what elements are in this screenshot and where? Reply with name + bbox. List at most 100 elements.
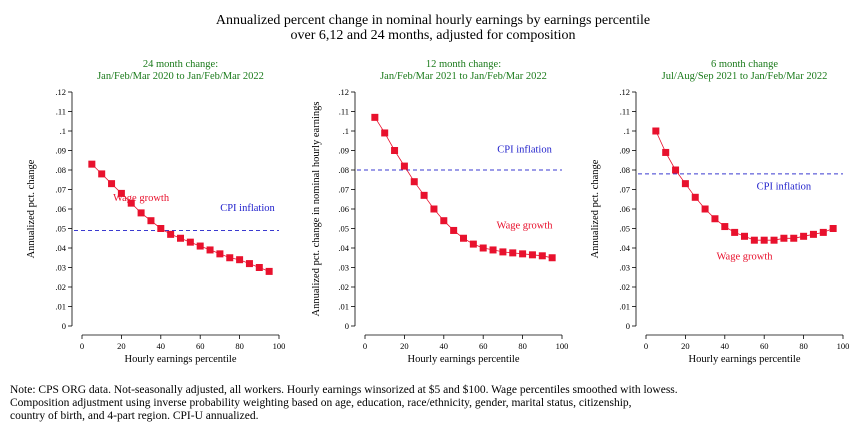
wage-growth-point (137, 209, 145, 217)
panel-title-line-1: 12 month change: (426, 59, 501, 70)
wage-growth-point (410, 178, 418, 186)
y-tick-label: .12 (338, 87, 349, 97)
wage-growth-point (750, 236, 758, 244)
y-tick-label: 0 (345, 321, 349, 331)
y-tick-label: .11 (620, 107, 630, 117)
wage-growth-point (265, 267, 273, 275)
y-tick-label: .01 (338, 302, 349, 312)
wage-growth-point (186, 238, 194, 246)
wage-growth-point (509, 249, 517, 257)
wage-growth-point (236, 256, 244, 264)
wage-growth-point (400, 162, 408, 170)
y-tick-label: .04 (619, 243, 630, 253)
y-tick-label: .11 (339, 107, 349, 117)
wage-growth-point (98, 170, 106, 178)
x-tick-label: 0 (363, 341, 367, 351)
note-line-3: country of birth, and 4-part region. CPI… (10, 410, 259, 422)
wage-growth-point (528, 251, 536, 259)
x-tick-label: 100 (273, 341, 286, 351)
panel-title-line-1: 24 month change: (143, 59, 218, 70)
wage-growth-annotation: Wage growth (497, 221, 554, 232)
y-tick-label: .03 (55, 263, 66, 273)
wage-growth-line (91, 163, 270, 272)
y-tick-label: .02 (338, 282, 349, 292)
wage-growth-point (167, 230, 175, 238)
wage-growth-point (760, 236, 768, 244)
y-axis-label: Annualized pct. change (590, 159, 601, 258)
wage-growth-point (245, 260, 253, 268)
wage-growth-point (672, 166, 680, 174)
y-tick-label: .02 (619, 282, 630, 292)
wage-growth-point (809, 230, 817, 238)
y-tick-label: .04 (55, 243, 66, 253)
y-tick-label: .09 (619, 146, 630, 156)
x-tick-label: 40 (157, 341, 166, 351)
y-tick-label: .01 (619, 302, 630, 312)
y-tick-label: .04 (338, 243, 349, 253)
wage-growth-point (721, 223, 729, 231)
y-axis-label: Annualized pct. change in nominal hourly… (311, 102, 322, 317)
y-tick-label: 0 (62, 321, 66, 331)
y-tick-label: .08 (619, 165, 630, 175)
wage-growth-point (450, 226, 458, 234)
x-tick-label: 20 (117, 341, 126, 351)
y-tick-label: .12 (619, 87, 630, 97)
wage-growth-point (800, 232, 808, 240)
cpi-inflation-annotation: CPI inflation (220, 203, 275, 214)
cpi-inflation-annotation: CPI inflation (497, 144, 552, 155)
figure-note: Note: CPS ORG data. Not-seasonally adjus… (10, 384, 856, 423)
y-tick-label: .11 (56, 107, 66, 117)
wage-growth-point (216, 250, 224, 258)
wage-growth-point (790, 234, 798, 242)
y-axis-label: Annualized pct. change (26, 159, 37, 258)
y-tick-label: .05 (55, 224, 66, 234)
wage-growth-annotation: Wage growth (113, 193, 170, 204)
y-tick-label: .06 (55, 204, 66, 214)
panel-title-line-1: 6 month change (711, 59, 778, 70)
main-title: Annualized percent change in nominal hou… (0, 13, 866, 43)
panel-title-line-2: Jan/Feb/Mar 2020 to Jan/Feb/Mar 2022 (97, 71, 264, 82)
wage-growth-point (691, 193, 699, 201)
x-tick-label: 60 (196, 341, 205, 351)
wage-growth-point (206, 246, 214, 254)
y-tick-label: .06 (619, 204, 630, 214)
wage-growth-annotation: Wage growth (716, 252, 773, 263)
wage-growth-point (460, 234, 467, 242)
wage-growth-point (255, 264, 263, 271)
x-tick-label: 20 (400, 341, 409, 351)
x-tick-label: 0 (80, 341, 84, 351)
x-tick-label: 80 (518, 341, 527, 351)
y-tick-label: .06 (338, 204, 349, 214)
x-tick-label: 20 (681, 341, 690, 351)
wage-growth-point (469, 240, 477, 248)
x-tick-label: 0 (644, 341, 648, 351)
wage-growth-point (780, 234, 788, 242)
wage-growth-point (108, 180, 116, 188)
x-tick-label: 40 (440, 341, 449, 351)
wage-growth-point (701, 205, 709, 213)
chart-panel-2: 12 month change:Jan/Feb/Mar 2021 to Jan/… (311, 59, 568, 365)
wage-growth-point (157, 225, 165, 232)
y-tick-label: 0 (626, 321, 630, 331)
wage-growth-point (731, 228, 739, 236)
wage-growth-point (711, 215, 719, 223)
wage-growth-point (381, 129, 389, 137)
wage-growth-point (819, 228, 827, 236)
x-tick-label: 60 (760, 341, 769, 351)
main-title-line-2: over 6,12 and 24 months, adjusted for co… (290, 28, 576, 43)
y-tick-label: .03 (619, 263, 630, 273)
wage-growth-point (391, 147, 399, 154)
cpi-inflation-annotation: CPI inflation (757, 182, 812, 193)
x-tick-label: 100 (556, 341, 569, 351)
y-tick-label: .09 (55, 146, 66, 156)
wage-growth-point (770, 236, 778, 244)
x-axis-label: Hourly earnings percentile (125, 354, 237, 365)
chart-panel-1: 24 month change:Jan/Feb/Mar 2020 to Jan/… (26, 59, 285, 365)
main-title-line-1: Annualized percent change in nominal hou… (215, 13, 651, 28)
wage-growth-point (177, 234, 184, 242)
y-tick-label: .07 (55, 185, 66, 195)
wage-growth-point (196, 242, 204, 250)
wage-growth-point (652, 127, 660, 135)
wage-growth-point (681, 180, 689, 188)
